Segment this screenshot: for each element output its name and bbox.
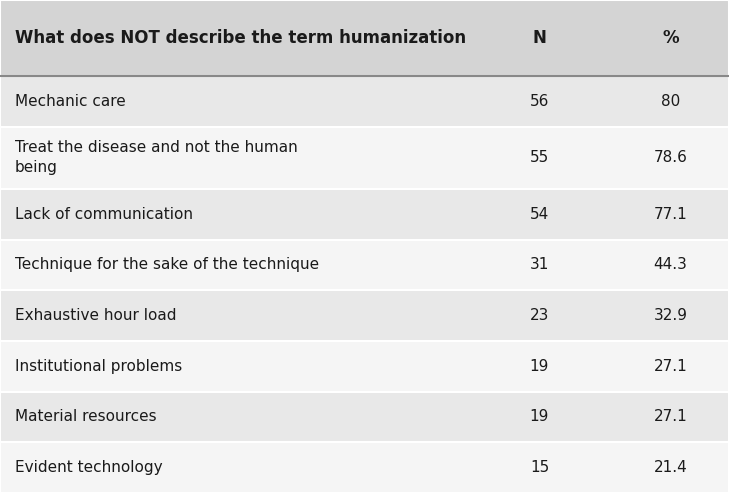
FancyBboxPatch shape: [0, 391, 729, 442]
FancyBboxPatch shape: [0, 0, 729, 76]
Text: 55: 55: [530, 150, 549, 165]
Text: 27.1: 27.1: [654, 410, 687, 424]
FancyBboxPatch shape: [0, 341, 729, 391]
Text: 44.3: 44.3: [654, 257, 687, 273]
Text: 80: 80: [661, 94, 680, 109]
Text: N: N: [532, 29, 547, 47]
FancyBboxPatch shape: [0, 127, 729, 189]
Text: 31: 31: [530, 257, 549, 273]
Text: What does NOT describe the term humanization: What does NOT describe the term humaniza…: [15, 29, 466, 47]
Text: %: %: [663, 29, 679, 47]
Text: 78.6: 78.6: [654, 150, 687, 165]
Text: Exhaustive hour load: Exhaustive hour load: [15, 308, 176, 323]
Text: Treat the disease and not the human
being: Treat the disease and not the human bein…: [15, 141, 297, 175]
Text: Technique for the sake of the technique: Technique for the sake of the technique: [15, 257, 319, 273]
FancyBboxPatch shape: [0, 76, 729, 127]
FancyBboxPatch shape: [0, 240, 729, 290]
FancyBboxPatch shape: [0, 442, 729, 493]
Text: 27.1: 27.1: [654, 359, 687, 374]
Text: 23: 23: [530, 308, 549, 323]
Text: 56: 56: [530, 94, 549, 109]
Text: 19: 19: [530, 410, 549, 424]
Text: 32.9: 32.9: [654, 308, 687, 323]
Text: Mechanic care: Mechanic care: [15, 94, 125, 109]
Text: 54: 54: [530, 207, 549, 222]
Text: Evident technology: Evident technology: [15, 460, 163, 475]
Text: Lack of communication: Lack of communication: [15, 207, 192, 222]
FancyBboxPatch shape: [0, 290, 729, 341]
Text: 19: 19: [530, 359, 549, 374]
Text: 21.4: 21.4: [654, 460, 687, 475]
FancyBboxPatch shape: [0, 189, 729, 240]
Text: 77.1: 77.1: [654, 207, 687, 222]
Text: 15: 15: [530, 460, 549, 475]
Text: Institutional problems: Institutional problems: [15, 359, 182, 374]
Text: Material resources: Material resources: [15, 410, 156, 424]
